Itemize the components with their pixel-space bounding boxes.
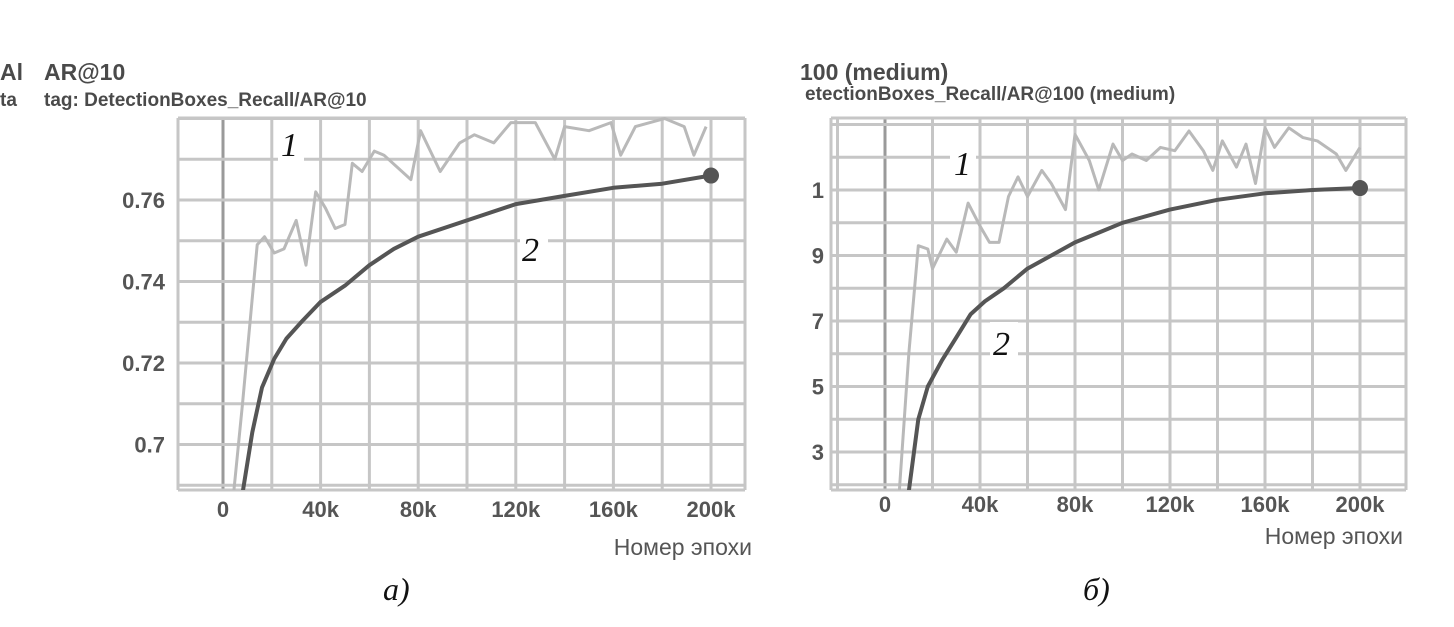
series-2-end-point[interactable] (1352, 180, 1368, 197)
chart-b-caption: б) (1083, 571, 1110, 607)
chart-b-ticks: 3 5 7 9 1 0 40k 80k 120k 160k 200k (812, 178, 1385, 517)
x-tick-label: 200k (1336, 492, 1386, 517)
x-tick-label: 80k (400, 497, 437, 522)
x-tick-label: 40k (962, 492, 999, 517)
y-tick-label: 0.74 (122, 270, 166, 295)
chart-a-subtitle: tag: DetectionBoxes_Recall/AR@10 (44, 90, 367, 111)
series-2-smoothed-line (906, 186, 1361, 490)
x-tick-label: 0 (217, 497, 229, 522)
x-tick-label: 160k (1241, 492, 1291, 517)
chart-a: Al AR@10 ta tag: DetectionBoxes_Recall/A… (0, 59, 752, 607)
chart-a-caption: а) (383, 571, 410, 607)
chart-b-series-2-label: 2 (993, 326, 1010, 363)
series-1-raw-line (232, 117, 708, 490)
chart-b-xlabel: Номер эпохи (1265, 523, 1403, 549)
series-1-raw-line (897, 126, 1362, 490)
chart-b: 100 (medium) etectionBoxes_Recall/AR@100… (800, 59, 1408, 607)
chart-a-series (232, 117, 719, 490)
x-tick-label: 40k (302, 497, 339, 522)
chart-a-title-cut: Al (0, 59, 23, 85)
x-tick-label: 0 (879, 492, 891, 517)
x-tick-label: 120k (491, 497, 541, 522)
y-tick-label: 0.72 (122, 351, 165, 376)
x-tick-label: 200k (687, 497, 737, 522)
chart-b-grid (829, 116, 1408, 492)
y-tick-label: 7 (812, 309, 824, 334)
y-tick-label: 1 (812, 178, 824, 203)
chart-b-subtitle: etectionBoxes_Recall/AR@100 (medium) (805, 84, 1175, 105)
y-tick-label: 0.76 (122, 188, 165, 213)
chart-b-title: 100 (medium) (800, 59, 948, 85)
chart-a-subtitle-cut: ta (0, 90, 17, 111)
chart-a-series-1-label: 1 (281, 127, 298, 164)
x-tick-label: 120k (1146, 492, 1196, 517)
series-2-smoothed-line (241, 173, 712, 490)
series-2-end-point[interactable] (703, 167, 719, 184)
chart-a-title: AR@10 (44, 59, 125, 85)
chart-b-series-1-label: 1 (954, 146, 971, 183)
chart-b-series (897, 126, 1368, 490)
chart-a-series-2-label: 2 (522, 232, 539, 269)
y-tick-label: 3 (812, 440, 824, 465)
x-tick-label: 160k (589, 497, 639, 522)
chart-a-xlabel: Номер эпохи (614, 534, 752, 560)
y-tick-label: 5 (812, 375, 824, 400)
chart-a-grid (176, 116, 747, 492)
y-tick-label: 9 (812, 244, 824, 269)
y-tick-label: 0.7 (134, 433, 165, 458)
chart-a-ticks: 0.7 0.72 0.74 0.76 0 40k 80k 120k 160k 200k (122, 188, 736, 522)
x-tick-label: 80k (1057, 492, 1094, 517)
